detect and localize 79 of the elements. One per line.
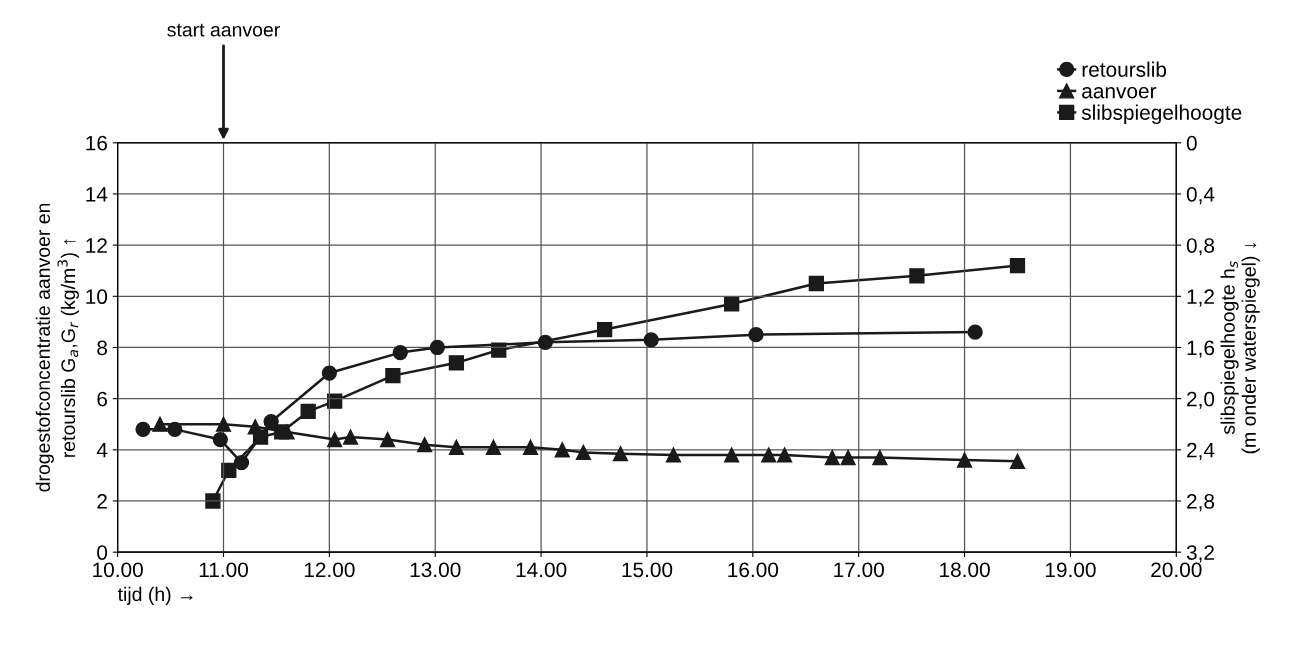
point [448,355,465,371]
y2-tick-label: 2,4 [1187,442,1215,461]
x-tick-label: 18.00 [940,562,990,578]
point [748,327,764,343]
y2-tick-label: 1,2 [1187,289,1214,307]
point [342,429,359,445]
point [575,444,592,461]
point [665,447,682,463]
point [417,437,433,453]
point [327,431,343,448]
x-tick-label: 15.00 [622,562,673,578]
point [967,324,983,340]
point [596,321,613,338]
x-tick-label: 14.00 [516,562,567,578]
point [808,275,824,292]
point [392,344,408,361]
x-tick-label: 16.00 [728,562,779,578]
point [300,403,316,420]
x-tick-label: 13.00 [410,562,461,578]
y-tick-label: 14 [86,187,108,202]
point [956,452,973,468]
point [135,421,151,437]
y2-tick-label: 0,8 [1186,238,1215,256]
point [612,446,629,462]
point [761,447,777,463]
x-tick-label: 19.00 [1045,562,1096,578]
point [212,431,228,448]
y2-axis-title: slibspiegelhoogte h$_{s}$ (m onder waterspiegel) ↓ [1220,243,1260,454]
point [724,447,740,463]
x-tick-label: 12.00 [304,562,355,578]
point [840,449,856,466]
point [448,439,465,455]
point [247,419,263,435]
point [1009,257,1026,274]
point [643,332,659,348]
point [776,447,793,463]
y-axis-title: drogestofconcentratie aanvoer en retourslib G$_{a}$,G$_{r}$ (kg/m$^{3}$) ↑ [35,203,79,492]
y2-tick-label: 3,2 [1186,545,1214,563]
point [379,431,396,448]
y-tick-label: 16 [86,135,107,151]
y2-tick-label: 2,8 [1187,493,1215,512]
point [485,439,502,455]
point [872,449,888,466]
point [385,367,401,384]
point [554,442,570,458]
y2-tick-label: 0,4 [1186,186,1215,205]
text: start aanvoer [167,23,280,37]
legend-label: aanvoer [1082,87,1157,99]
point [724,296,740,312]
x-tick-label: 20.00 [1151,562,1202,578]
legend-label: retourslib [1082,61,1167,77]
y2-tick-label: 2,0 [1187,391,1215,409]
x-tick-label: 11.00 [199,562,248,578]
point [321,365,338,381]
point [233,454,250,471]
point [263,414,279,430]
point [205,493,221,509]
y2-tick-label: 0 [1186,135,1197,151]
x-tick-label: 10.00 [93,562,143,578]
point [909,268,925,284]
point [215,416,232,432]
point [152,416,168,432]
y-tick-label: 12 [86,238,107,253]
y-tick-label: 6 [97,391,107,407]
point [522,439,539,455]
x-tick-label: 17.00 [834,562,884,578]
point [1009,453,1026,469]
point [824,449,840,466]
y-tick-label: 2 [97,493,107,509]
y-tick-label: 10 [86,289,108,305]
y-tick-label: 4 [96,443,108,458]
point [429,339,445,356]
legend-label: slibspiegelhoogte [1081,104,1242,125]
point [537,334,553,350]
y-tick-label: 0 [97,545,108,560]
x-axis-title: tijd (h) → [117,586,193,605]
y2-tick-label: 1,6 [1187,340,1215,358]
point [279,424,295,440]
y-tick-label: 8 [97,340,107,356]
